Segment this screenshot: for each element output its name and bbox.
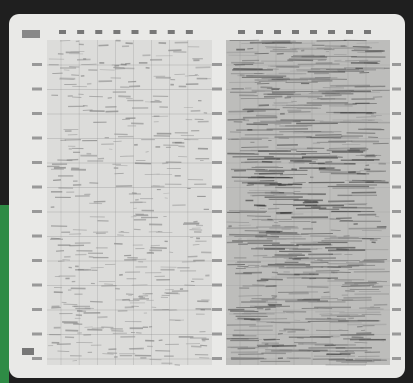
axis-blob (32, 185, 42, 189)
corner-label-blob (22, 30, 40, 38)
header-blob (185, 30, 193, 34)
axis-blob (32, 234, 42, 238)
header-blob (77, 30, 85, 34)
axis-blob (392, 112, 401, 115)
axis-blob (212, 308, 222, 311)
header-blob (328, 30, 335, 34)
header-blob (292, 30, 299, 34)
header-blob (149, 30, 157, 34)
header-blob (167, 30, 175, 34)
axis-blob (212, 63, 222, 66)
axis-blob (212, 185, 222, 189)
axis-blob (392, 259, 401, 262)
axis-blob (32, 332, 42, 336)
axis-blob (212, 332, 222, 336)
axis-blob (392, 283, 401, 287)
header-blob (59, 30, 66, 34)
header-blob (346, 30, 353, 34)
axis-blob (392, 63, 401, 66)
axis-blob (32, 63, 42, 66)
axis-unit-blob (22, 348, 34, 355)
green-strip (0, 205, 9, 383)
axis-blob (212, 210, 222, 213)
texture-layer (22, 30, 401, 366)
axis-blob (392, 136, 401, 140)
axis-blob (32, 283, 42, 287)
axis-blob (32, 112, 42, 115)
header-blob (364, 30, 371, 34)
header-blob (113, 30, 121, 34)
axis-blob (212, 234, 222, 238)
axis-blob (32, 87, 42, 91)
axis-blob (32, 259, 42, 262)
axis-blob (392, 161, 401, 164)
axis-blob (212, 161, 222, 164)
axis-blob (392, 357, 401, 360)
header-blob (256, 30, 263, 34)
axis-blob (212, 87, 222, 91)
header-blob (95, 30, 103, 34)
axis-blob (392, 185, 401, 189)
axis-blob (32, 210, 42, 213)
axis-blob (212, 357, 222, 360)
axis-blob (392, 332, 401, 336)
axis-blob (32, 308, 42, 311)
axis-blob (212, 136, 222, 140)
axis-blob (32, 357, 42, 360)
axis-blob (212, 283, 222, 287)
axis-blob (392, 308, 401, 311)
axis-blob (392, 210, 401, 213)
header-blob (238, 30, 245, 34)
header-blob (310, 30, 317, 34)
axis-blob (392, 87, 401, 91)
header-blob (131, 30, 139, 34)
axis-blob (32, 136, 42, 140)
axis-blob (392, 234, 401, 238)
axis-blob (212, 259, 222, 262)
axis-blob (212, 112, 222, 115)
axis-blob (32, 161, 42, 164)
seismic-panel-left (47, 40, 212, 365)
header-blob (274, 30, 281, 34)
